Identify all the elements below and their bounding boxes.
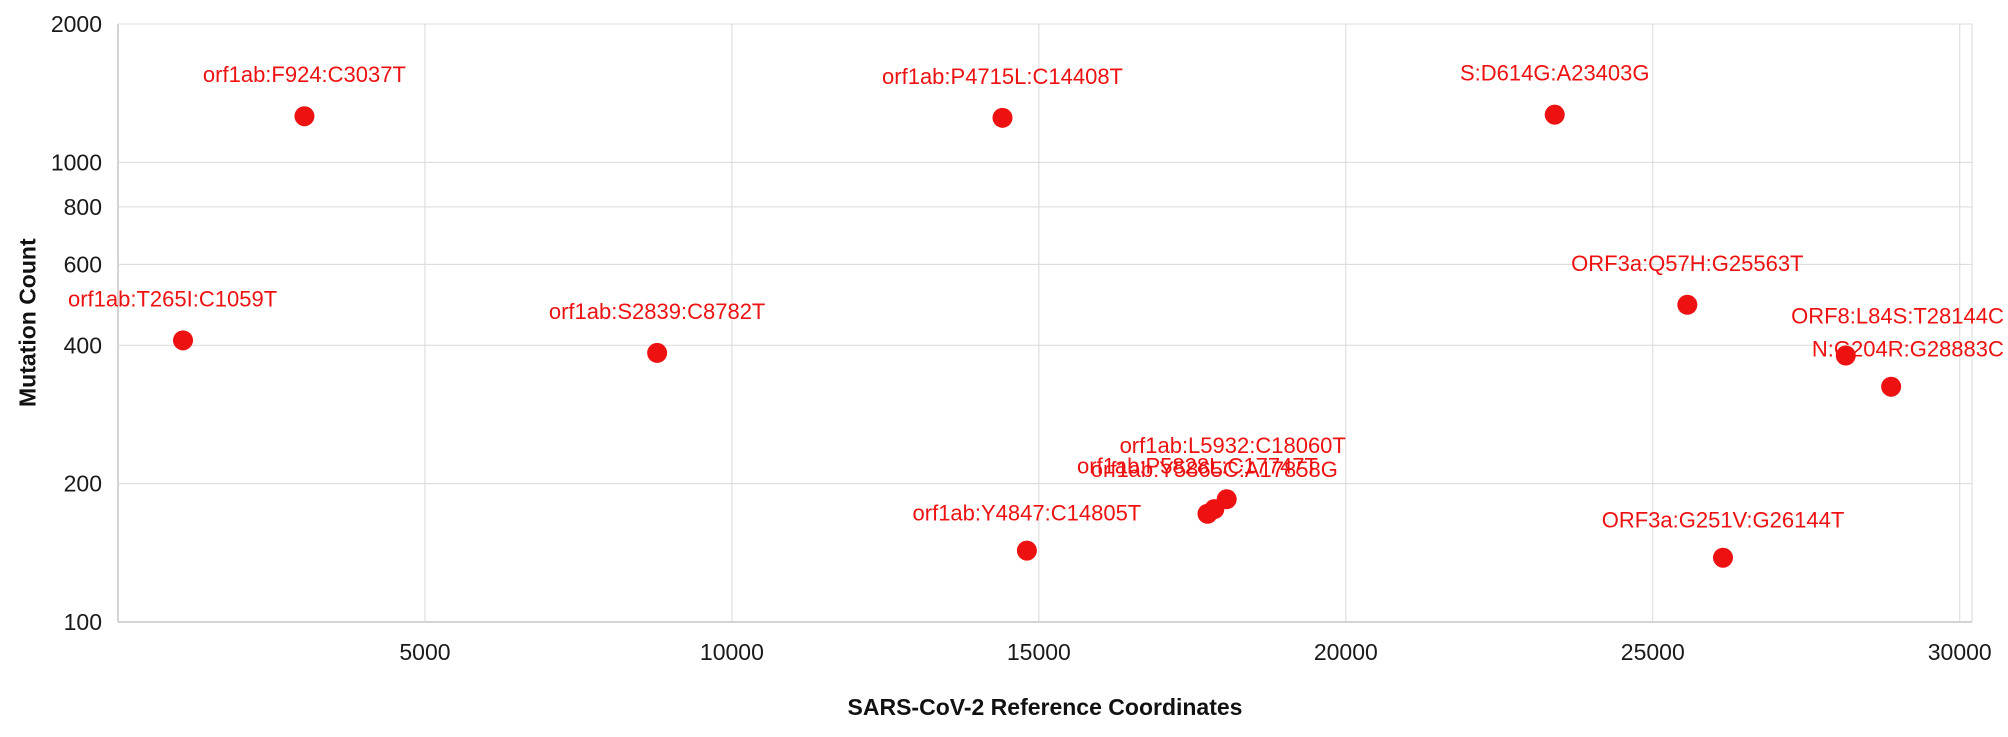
data-point[interactable] — [1544, 104, 1565, 125]
x-tick-label: 30000 — [1928, 639, 1992, 665]
data-point[interactable] — [647, 342, 668, 363]
x-tick-label: 20000 — [1314, 639, 1378, 665]
point-label: orf1ab:T265I:C1059T — [68, 286, 277, 311]
data-point[interactable] — [1835, 345, 1856, 366]
data-point[interactable] — [1677, 294, 1698, 315]
x-tick-label: 15000 — [1007, 639, 1071, 665]
y-tick-label: 400 — [64, 332, 102, 358]
data-point[interactable] — [1016, 540, 1037, 561]
y-tick-label: 200 — [64, 471, 102, 497]
data-point[interactable] — [1712, 547, 1733, 568]
point-label: orf1ab:P4715L:C14408T — [882, 64, 1123, 89]
point-label: orf1ab:L5932:C18060T — [1120, 433, 1346, 458]
data-point[interactable] — [1204, 499, 1225, 520]
y-tick-label: 100 — [64, 609, 102, 635]
point-label: S:D614G:A23403G — [1460, 61, 1650, 86]
y-tick-label: 2000 — [51, 11, 102, 37]
point-label: orf1ab:Y5865C:A17858G — [1091, 457, 1338, 482]
point-label: orf1ab:S2839:C8782T — [549, 299, 766, 324]
y-tick-label: 1000 — [51, 149, 102, 175]
y-tick-label: 800 — [64, 194, 102, 220]
x-tick-label: 10000 — [700, 639, 764, 665]
point-label: orf1ab:P5828L:C17747T — [1077, 454, 1318, 479]
x-tick-label: 25000 — [1621, 639, 1685, 665]
data-point[interactable] — [992, 107, 1013, 128]
point-label: ORF8:L84S:T28144C — [1791, 304, 2004, 329]
x-axis-title: SARS-CoV-2 Reference Coordinates — [847, 694, 1243, 720]
point-label: ORF3a:Q57H:G25563T — [1571, 251, 1803, 276]
point-label: orf1ab:F924:C3037T — [203, 62, 406, 87]
point-label: orf1ab:Y4847:C14805T — [913, 501, 1142, 526]
data-point[interactable] — [1881, 376, 1902, 397]
data-point[interactable] — [173, 330, 194, 351]
point-label: ORF3a:G251V:G26144T — [1602, 508, 1845, 533]
data-point[interactable] — [294, 106, 315, 127]
y-tick-label: 600 — [64, 251, 102, 277]
x-tick-label: 5000 — [399, 639, 450, 665]
y-axis-title: Mutation Count — [14, 238, 41, 408]
point-label: N:G204R:G28883C — [1812, 337, 2004, 362]
